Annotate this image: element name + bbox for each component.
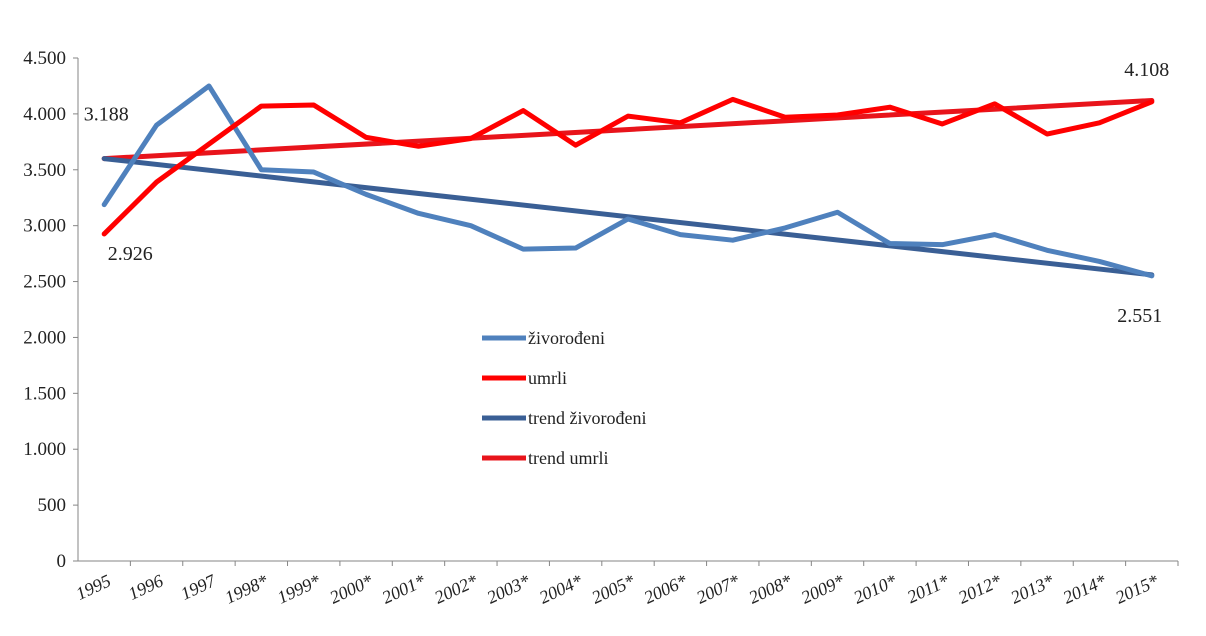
y-tick-label: 0 xyxy=(57,551,67,572)
legend-label-trend-umrli: trend umrli xyxy=(528,448,608,468)
x-tick-label: 1997 xyxy=(178,570,220,604)
x-tick-label: 2001* xyxy=(379,570,428,607)
x-tick-label: 2013* xyxy=(1008,570,1057,607)
y-tick-labels: 0 500 1.000 1.500 2.000 2.500 3.000 3.500 4.000 4… xyxy=(23,48,78,572)
x-tick-label: 1998* xyxy=(222,570,271,607)
series-line-umrli xyxy=(101,96,1155,237)
y-tick-label: 2.000 xyxy=(23,327,66,348)
x-tick-label: 2012* xyxy=(955,570,1004,607)
x-tick-label: 2014* xyxy=(1060,570,1109,607)
y-tick-label: 3.500 xyxy=(23,160,66,181)
x-tick-label: 1999* xyxy=(274,570,323,607)
x-tick-label: 2009* xyxy=(798,570,847,607)
y-tick-label: 4.500 xyxy=(23,48,66,69)
x-tick-label: 2003* xyxy=(484,570,533,607)
legend-label-umrli: umrli xyxy=(528,368,567,388)
series-line-trend-umrli xyxy=(101,97,1155,162)
x-tick-label: 2007* xyxy=(693,570,742,607)
data-label-zivorodeni-2015: 2.551 xyxy=(1117,305,1162,327)
data-label-umrli-2015: 4.108 xyxy=(1124,59,1169,81)
axes xyxy=(77,58,1178,562)
y-tick-label: 4.000 xyxy=(23,104,66,125)
x-tick-labels: 1995 1996 1997 1998* 1999* 2000* 2001* 2002* 200… xyxy=(73,561,1179,608)
x-tick-label: 1995 xyxy=(73,570,114,603)
series-layer xyxy=(101,83,1155,279)
x-tick-label: 1996 xyxy=(125,570,166,603)
x-tick-label: 2011* xyxy=(904,570,952,607)
x-tick-label: 2005* xyxy=(588,570,637,607)
y-tick-label: 1.500 xyxy=(23,383,66,404)
data-label-zivorodeni-1995: 3.188 xyxy=(84,104,129,126)
data-annotations: 3.188 2.926 4.108 2.551 xyxy=(84,59,1170,327)
x-tick-label: 2006* xyxy=(641,570,690,607)
x-tick-label: 2000* xyxy=(327,570,376,607)
y-tick-label: 3.000 xyxy=(23,216,66,237)
legend-label-zivorodeni: živorođeni xyxy=(528,328,605,348)
series-line-zivorodeni xyxy=(101,83,1155,279)
x-tick-label: 2010* xyxy=(850,570,899,607)
x-tick-label: 2008* xyxy=(746,570,795,607)
y-tick-label: 1.000 xyxy=(23,439,66,460)
x-tick-label: 2004* xyxy=(536,570,585,607)
legend: živorođeni umrli trend živorođeni trend umr… xyxy=(482,328,646,468)
y-tick-label: 500 xyxy=(38,495,67,516)
legend-label-trend-zivorodeni: trend živorođeni xyxy=(528,408,646,428)
x-tick-label: 2002* xyxy=(431,570,480,607)
data-label-umrli-1995: 2.926 xyxy=(108,243,153,265)
x-tick-label: 2015* xyxy=(1112,570,1161,607)
y-tick-label: 2.500 xyxy=(23,272,66,293)
